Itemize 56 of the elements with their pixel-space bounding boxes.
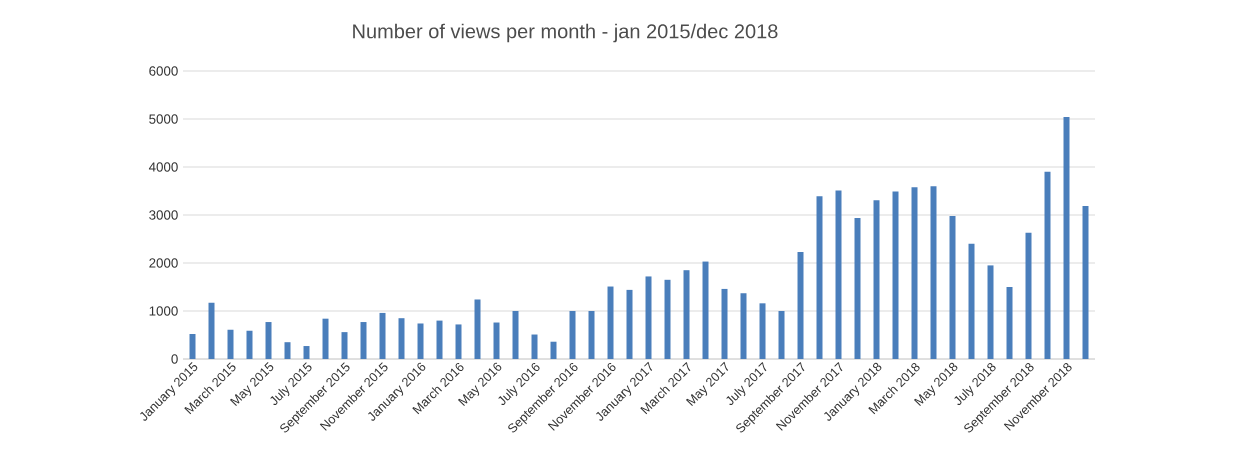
y-tick-label: 6000 xyxy=(149,66,178,76)
bar xyxy=(740,293,747,359)
bar xyxy=(550,341,557,359)
bar xyxy=(721,288,728,359)
bar xyxy=(797,251,804,359)
bar xyxy=(265,322,272,359)
y-tick-label: 5000 xyxy=(149,114,178,124)
bar xyxy=(322,318,329,359)
bar xyxy=(303,346,310,359)
bar xyxy=(569,311,576,359)
bar xyxy=(588,311,595,359)
bar xyxy=(284,342,291,359)
y-tick-label: 1000 xyxy=(149,306,178,316)
bar xyxy=(835,190,842,359)
y-tick-label: 0 xyxy=(171,354,178,364)
bar xyxy=(759,303,766,359)
y-tick-label: 4000 xyxy=(148,162,178,172)
bar xyxy=(379,312,386,359)
bar xyxy=(607,286,614,359)
bar xyxy=(455,324,462,359)
bar xyxy=(398,318,405,359)
bar xyxy=(854,217,861,359)
bar xyxy=(227,329,234,359)
bar xyxy=(208,302,215,359)
bar xyxy=(968,243,975,359)
y-tick-label: 3000 xyxy=(149,210,178,220)
bar xyxy=(436,320,443,359)
bar xyxy=(1006,287,1013,359)
bar xyxy=(930,186,937,359)
bar xyxy=(645,276,652,359)
bar xyxy=(892,191,899,359)
bar xyxy=(1082,205,1089,359)
bar xyxy=(949,215,956,359)
bar xyxy=(778,311,785,359)
bar xyxy=(1044,171,1051,359)
bar xyxy=(626,289,633,359)
bar xyxy=(474,299,481,359)
bar xyxy=(702,261,709,359)
y-tick-label: 2000 xyxy=(149,258,178,268)
bar xyxy=(417,323,424,359)
bar xyxy=(987,265,994,359)
bar xyxy=(1025,232,1032,359)
bar xyxy=(512,311,519,359)
bar xyxy=(911,187,918,359)
bar xyxy=(246,330,253,359)
bar xyxy=(189,334,196,359)
chart-title: Number of views per month - jan 2015/dec 2018 xyxy=(353,23,778,43)
bar xyxy=(683,270,690,359)
bar xyxy=(341,332,348,359)
bar xyxy=(664,279,671,359)
bar xyxy=(493,322,500,359)
bar xyxy=(360,322,367,359)
bar xyxy=(873,200,880,359)
bar xyxy=(816,196,823,359)
bar xyxy=(1063,117,1070,359)
bar xyxy=(531,334,538,359)
